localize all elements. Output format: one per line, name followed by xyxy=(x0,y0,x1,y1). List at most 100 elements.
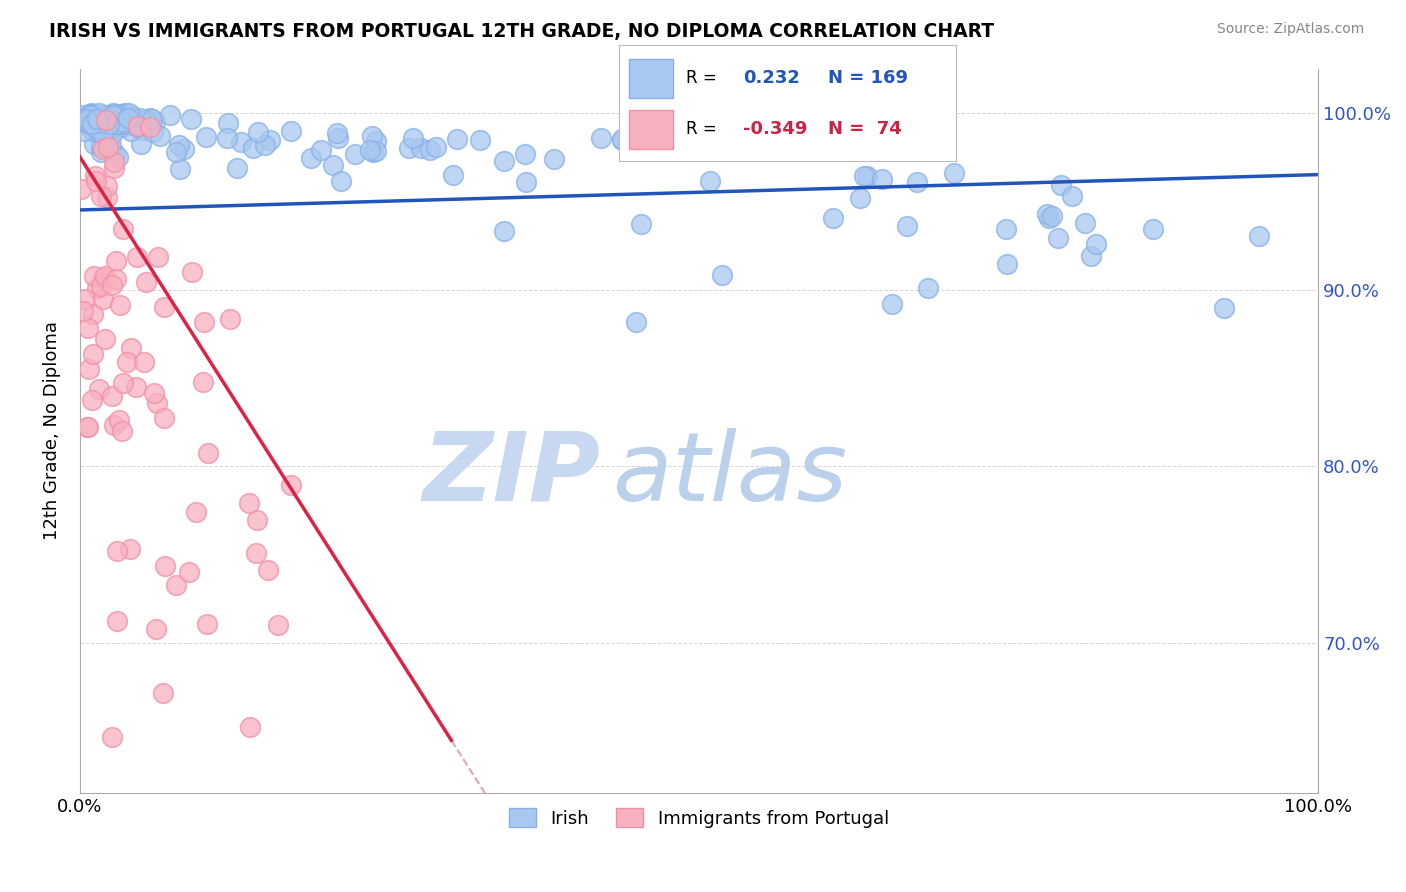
Point xyxy=(103,161,125,175)
Point xyxy=(246,125,269,139)
Point xyxy=(169,162,191,177)
Point xyxy=(994,222,1017,236)
Point xyxy=(152,300,174,314)
Point xyxy=(180,112,202,127)
Point xyxy=(75,112,97,126)
Point xyxy=(70,114,93,128)
Point xyxy=(100,277,122,292)
Point xyxy=(364,144,387,158)
Point xyxy=(219,312,242,326)
Point xyxy=(1142,222,1164,236)
Point xyxy=(238,496,260,510)
Point xyxy=(105,614,128,628)
Point xyxy=(165,578,187,592)
Text: R =: R = xyxy=(686,70,717,87)
Point xyxy=(105,113,128,128)
Point xyxy=(1080,249,1102,263)
Point xyxy=(100,128,122,142)
Point xyxy=(82,347,104,361)
Point xyxy=(159,108,181,122)
Point xyxy=(120,123,142,137)
Point xyxy=(1085,236,1108,251)
Point xyxy=(86,281,108,295)
Point xyxy=(97,140,120,154)
Point xyxy=(610,133,633,147)
Point xyxy=(149,128,172,143)
Point xyxy=(197,617,219,632)
Point xyxy=(103,107,125,121)
Point xyxy=(112,117,135,131)
Text: R =: R = xyxy=(686,120,717,138)
Point xyxy=(112,115,135,129)
Point xyxy=(245,546,267,560)
Point xyxy=(101,108,124,122)
Point xyxy=(146,250,169,264)
Point xyxy=(82,113,104,128)
Point xyxy=(543,152,565,166)
FancyBboxPatch shape xyxy=(628,59,672,98)
Point xyxy=(215,131,238,145)
Point xyxy=(82,113,104,128)
Point xyxy=(90,139,112,153)
Point xyxy=(145,396,167,410)
Point xyxy=(441,168,464,182)
Point xyxy=(217,116,239,130)
Point xyxy=(104,147,127,161)
Point xyxy=(492,224,515,238)
Point xyxy=(411,141,433,155)
Point xyxy=(917,281,939,295)
Point xyxy=(1213,301,1236,316)
Point xyxy=(75,292,97,306)
Point xyxy=(131,123,153,137)
Point xyxy=(105,107,128,121)
Point xyxy=(77,116,100,130)
Point xyxy=(110,106,132,120)
Point xyxy=(359,143,381,157)
Point xyxy=(169,138,191,153)
Point xyxy=(179,566,201,580)
Point xyxy=(115,355,138,369)
Point xyxy=(165,145,187,159)
Point xyxy=(135,275,157,289)
Point xyxy=(121,109,143,123)
Text: 0.232: 0.232 xyxy=(744,70,800,87)
Point xyxy=(110,120,132,135)
Point xyxy=(83,268,105,283)
Point xyxy=(107,117,129,131)
Point xyxy=(83,137,105,152)
Point xyxy=(402,131,425,145)
Point xyxy=(267,618,290,632)
Point xyxy=(70,182,93,196)
Point xyxy=(419,143,441,157)
Point xyxy=(107,150,129,164)
Point xyxy=(699,174,721,188)
Point xyxy=(239,720,262,734)
FancyBboxPatch shape xyxy=(628,110,672,149)
Point xyxy=(72,116,94,130)
Text: Source: ZipAtlas.com: Source: ZipAtlas.com xyxy=(1216,22,1364,37)
Point xyxy=(111,425,134,439)
Point xyxy=(97,119,120,133)
Point xyxy=(513,147,536,161)
Point xyxy=(470,133,492,147)
Point xyxy=(184,505,207,519)
Point xyxy=(425,140,447,154)
Point xyxy=(90,111,112,125)
Point xyxy=(73,108,96,122)
Point xyxy=(135,114,157,128)
Point xyxy=(100,389,122,403)
Point xyxy=(103,120,125,134)
Point xyxy=(1060,188,1083,202)
Point xyxy=(366,134,388,148)
Point xyxy=(193,315,215,329)
Point xyxy=(100,118,122,132)
Point xyxy=(91,111,114,125)
Point xyxy=(96,114,118,128)
Point xyxy=(326,127,349,141)
Point xyxy=(254,138,277,153)
Point xyxy=(97,115,120,129)
Point xyxy=(134,355,156,369)
Point xyxy=(111,376,134,391)
Point xyxy=(73,111,96,125)
Point xyxy=(89,126,111,140)
